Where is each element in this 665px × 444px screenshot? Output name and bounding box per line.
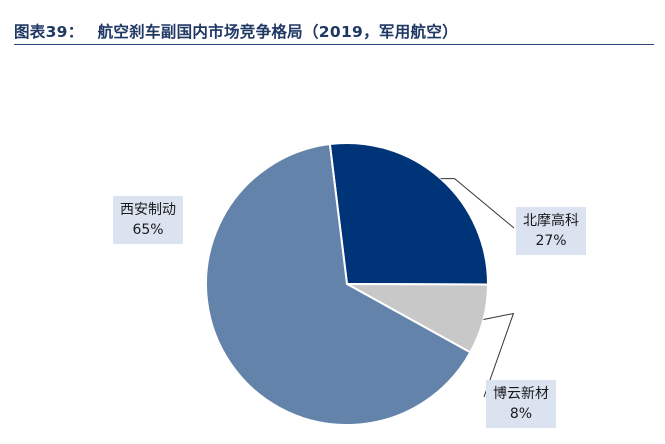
chart-header: 图表39： 航空刹车副国内市场竞争格局（2019，军用航空） (14, 18, 654, 45)
figure-number: 图表39： (14, 23, 84, 41)
data-label-name: 北摩高科 (523, 213, 579, 229)
data-label-name: 博云新材 (493, 386, 549, 402)
data-label-name: 西安制动 (120, 202, 176, 218)
data-label-beimo: 北摩高科 27% (516, 207, 586, 255)
data-label-value: 27% (535, 233, 567, 249)
pie-slice-xian (205, 142, 472, 426)
leader-line-beimo (440, 178, 515, 229)
pie-slice-beimo (328, 142, 490, 286)
data-label-boyun: 博云新材 8% (486, 380, 556, 428)
chart-title: 图表39： 航空刹车副国内市场竞争格局（2019，军用航空） (14, 20, 472, 42)
data-label-xian: 西安制动 65% (113, 196, 183, 244)
data-label-value: 65% (132, 222, 164, 238)
pie-slices (205, 142, 490, 426)
leader-lines (440, 178, 515, 398)
figure-title: 航空刹车副国内市场竞争格局（2019，军用航空） (97, 23, 458, 41)
leader-line-boyun (483, 312, 515, 398)
data-label-value: 8% (509, 406, 533, 422)
